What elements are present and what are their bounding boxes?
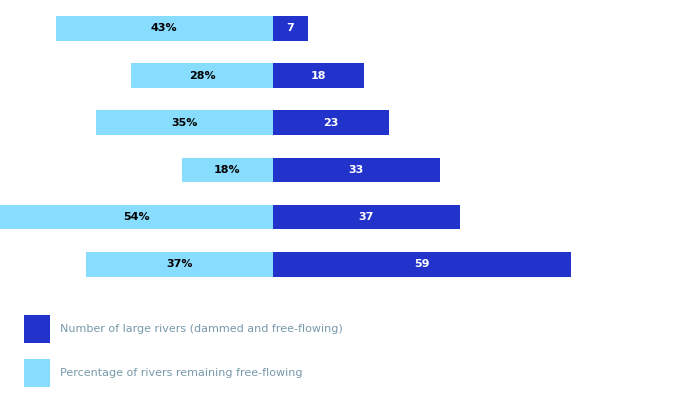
Text: 23: 23	[323, 118, 338, 128]
Text: Africa: Africa	[396, 116, 436, 129]
Bar	[273, 205, 460, 229]
Text: Percentage of rivers remaining free-flowing: Percentage of rivers remaining free-flow…	[60, 368, 303, 378]
Text: 7: 7	[286, 23, 295, 33]
Text: Number of large rivers (dammed and free-flowing): Number of large rivers (dammed and free-…	[60, 324, 343, 334]
Bar	[273, 158, 439, 182]
Text: 18%: 18%	[214, 165, 241, 175]
Text: 37: 37	[359, 212, 374, 222]
Text: 33: 33	[349, 165, 364, 175]
FancyBboxPatch shape	[24, 315, 50, 343]
Text: 35%: 35%	[171, 118, 198, 128]
Bar	[0, 205, 273, 229]
Bar	[273, 252, 571, 277]
Bar	[132, 63, 273, 88]
Bar	[55, 16, 273, 41]
Text: 59: 59	[414, 259, 430, 269]
Text: 37%: 37%	[166, 259, 192, 269]
Text: 28%: 28%	[189, 71, 216, 81]
Text: 54%: 54%	[123, 212, 150, 222]
Text: South America: South America	[467, 211, 564, 224]
Bar	[273, 16, 308, 41]
Bar	[182, 158, 273, 182]
Bar	[96, 110, 273, 135]
Text: Asia: Asia	[578, 258, 606, 271]
Text: Europe (west of Ural): Europe (west of Ural)	[371, 69, 513, 82]
Bar	[273, 110, 389, 135]
Text: 18: 18	[310, 71, 326, 81]
Text: North America: North America	[447, 163, 544, 176]
Text: 43%: 43%	[151, 23, 177, 33]
Text: Australia/Pacific: Australia/Pacific	[316, 22, 424, 35]
FancyBboxPatch shape	[24, 359, 50, 387]
Bar	[86, 252, 273, 277]
Bar	[273, 63, 364, 88]
